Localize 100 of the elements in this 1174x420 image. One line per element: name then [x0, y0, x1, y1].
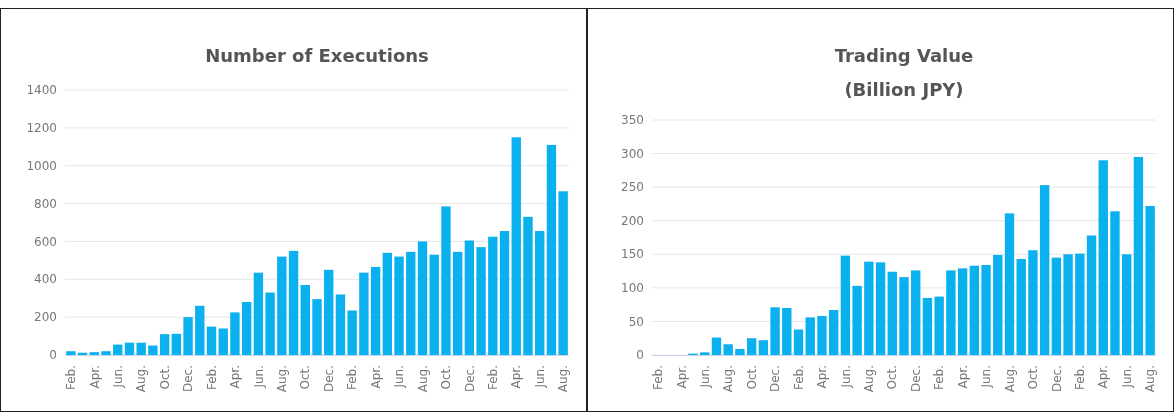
- bar: [183, 317, 193, 355]
- x-tick-label: Jun.: [697, 365, 712, 389]
- x-tick-label: Oct.: [298, 365, 313, 390]
- bar: [1016, 258, 1026, 355]
- x-tick-label: Dec.: [321, 365, 336, 393]
- bar: [1051, 257, 1062, 355]
- bar: [464, 240, 475, 355]
- bar: [452, 251, 463, 355]
- x-tick-label: Oct.: [1026, 365, 1041, 390]
- bar: [735, 348, 745, 355]
- x-tick-label: Feb.: [345, 365, 360, 391]
- bar: [288, 250, 299, 355]
- x-tick-label: Jun.: [532, 365, 547, 389]
- x-tick-label: Aug.: [556, 365, 571, 393]
- bar: [195, 305, 205, 355]
- bar: [159, 334, 170, 355]
- x-tick-label: Feb.: [64, 365, 79, 391]
- bar: [335, 294, 346, 355]
- y-tick-label: 50: [628, 314, 644, 329]
- y-tick-label: 200: [621, 213, 644, 228]
- bar: [981, 265, 991, 355]
- bar: [1028, 250, 1038, 355]
- bar: [793, 329, 804, 355]
- bar: [113, 344, 123, 355]
- x-tick-label: Jun.: [1119, 365, 1134, 389]
- bar: [312, 299, 322, 355]
- y-tick-label: 300: [621, 146, 644, 161]
- bar: [782, 308, 792, 355]
- x-tick-label: Dec.: [768, 365, 783, 393]
- x-tick-label: Apr.: [368, 365, 383, 389]
- x-tick-label: Jun.: [392, 365, 407, 389]
- bar: [523, 216, 533, 355]
- x-tick-label: Jun.: [251, 365, 266, 389]
- bar: [911, 270, 921, 355]
- x-tick-label: Aug.: [275, 365, 290, 393]
- y-tick-label: 1400: [26, 83, 57, 98]
- y-tick-label: 200: [34, 310, 57, 325]
- bar: [770, 307, 780, 355]
- bar: [969, 265, 980, 355]
- x-tick-label: Dec.: [462, 365, 477, 393]
- bar: [429, 254, 439, 355]
- bar: [417, 241, 428, 355]
- x-tick-label: Aug.: [1143, 365, 1158, 393]
- bar: [922, 297, 933, 355]
- bar: [241, 302, 252, 355]
- x-tick-label: Feb.: [1073, 365, 1088, 391]
- y-tick-label: 1200: [26, 121, 57, 136]
- bar: [206, 326, 217, 355]
- bar: [265, 292, 275, 355]
- bar: [277, 256, 287, 355]
- bar: [1086, 235, 1097, 355]
- x-tick-label: Apr.: [674, 365, 689, 389]
- bar: [148, 345, 158, 355]
- x-tick-label: Jun.: [110, 365, 125, 389]
- x-tick-label: Aug.: [415, 365, 430, 393]
- bar: [89, 352, 99, 355]
- bar: [441, 206, 451, 355]
- bar: [723, 344, 733, 355]
- x-tick-label: Oct.: [439, 365, 454, 390]
- bar: [546, 144, 557, 355]
- bar: [1098, 160, 1108, 355]
- bar: [946, 270, 956, 355]
- x-tick-label: Apr.: [87, 365, 102, 389]
- bar: [406, 251, 416, 355]
- x-tick-label: Feb.: [932, 365, 947, 391]
- bar: [488, 236, 498, 355]
- bar: [805, 317, 815, 355]
- bar: [1063, 254, 1073, 355]
- bar: [746, 338, 757, 355]
- bar: [558, 191, 568, 355]
- x-tick-label: Oct.: [744, 365, 759, 390]
- bar: [1133, 156, 1144, 355]
- y-tick-label: 800: [34, 196, 57, 211]
- y-tick-label: 100: [621, 281, 644, 296]
- bar: [875, 262, 886, 355]
- bar: [499, 231, 510, 355]
- x-tick-label: Dec.: [1049, 365, 1064, 393]
- bar: [124, 342, 135, 355]
- chart-title: Trading Value (Billion JPY): [834, 45, 974, 100]
- bar: [347, 310, 357, 355]
- x-tick-label: Apr.: [509, 365, 524, 389]
- x-tick-label: Feb.: [486, 365, 501, 391]
- bar: [359, 272, 369, 355]
- bar: [934, 296, 944, 355]
- x-tick-label: Dec.: [181, 365, 196, 393]
- x-tick-label: Apr.: [955, 365, 970, 389]
- bar: [218, 328, 228, 355]
- x-tick-label: Feb.: [651, 365, 666, 391]
- x-tick-label: Aug.: [862, 365, 877, 393]
- bar: [253, 272, 264, 355]
- x-tick-label: Feb.: [791, 365, 806, 391]
- bar: [370, 266, 381, 355]
- x-tick-label: Apr.: [815, 365, 830, 389]
- x-tick-label: Oct.: [157, 365, 172, 390]
- bar: [1110, 211, 1120, 355]
- bar: [711, 337, 722, 355]
- bar: [511, 137, 521, 355]
- bar: [957, 268, 968, 355]
- x-tick-label: Feb.: [204, 365, 219, 391]
- x-tick-label: Apr.: [228, 365, 243, 389]
